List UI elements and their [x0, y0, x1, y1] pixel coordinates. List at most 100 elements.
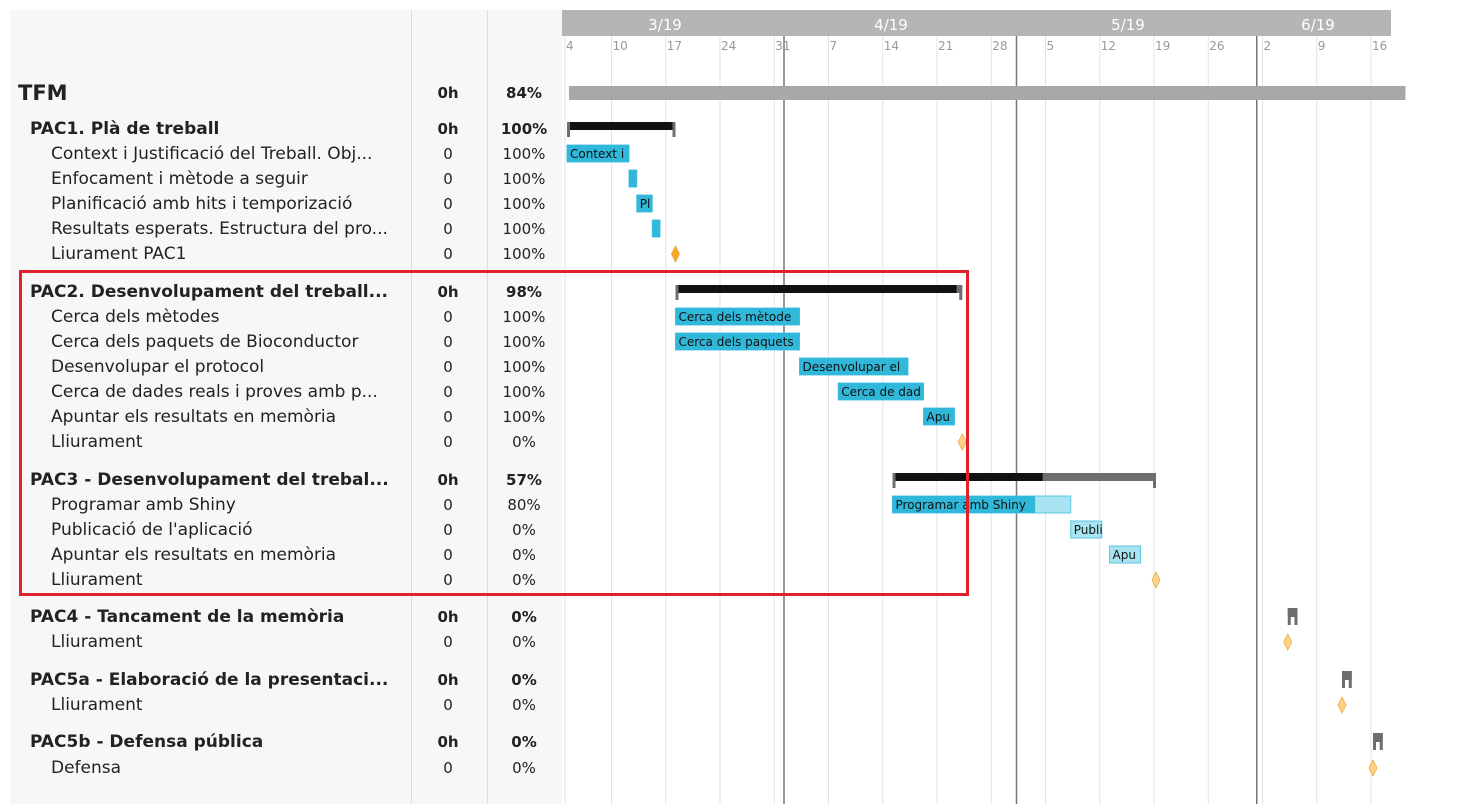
task-row[interactable]: Programar amb Shiny 0 80% [10, 493, 562, 518]
milestone-marker [1368, 759, 1378, 777]
task-row[interactable]: Defensa 0 0% [10, 756, 562, 781]
task-progress: 0% [511, 671, 537, 689]
group-row[interactable]: PAC4 - Tancament de la memòria 0h 0% [10, 605, 562, 630]
task-hours: 0 [443, 571, 453, 589]
summary-bar-done [567, 122, 676, 130]
task-bar-label: Desenvolupar el [803, 360, 901, 374]
task-hours: 0 [443, 220, 453, 238]
task-row[interactable]: Lliurament 0 0% [10, 693, 562, 718]
task-progress: 100% [502, 308, 546, 326]
task-hours: 0 [443, 333, 453, 351]
week-tick-label: 31 [775, 39, 790, 53]
task-progress: 84% [506, 84, 542, 102]
task-bar-remaining [1070, 520, 1103, 539]
task-row[interactable]: Enfocament i mètode a seguir 0 100% [10, 167, 562, 192]
task-hours: 0 [443, 696, 453, 714]
milestone-marker [957, 433, 967, 451]
summary-bar-bracket-left [892, 473, 896, 488]
month-label: 4/19 [874, 16, 908, 34]
task-name: Publicació de l'aplicació [51, 520, 253, 540]
week-tick-label: 12 [1101, 39, 1116, 53]
task-name: PAC1. Plà de treball [30, 119, 220, 139]
group-row[interactable]: PAC5b - Defensa pública 0h 0% [10, 730, 562, 755]
task-progress: 0% [512, 633, 536, 651]
summary-bar-bracket-right [1294, 608, 1298, 625]
task-bar-done [923, 408, 955, 425]
milestone-marker [671, 245, 680, 263]
week-tick-label: 24 [721, 39, 736, 53]
task-row[interactable]: Desenvolupar el protocol 0 100% [10, 355, 562, 380]
group-row[interactable]: PAC3 - Desenvolupament del trebal... 0h 57… [10, 468, 562, 493]
project-row[interactable]: TFM 0h 84% [10, 81, 562, 106]
task-bar-done [675, 333, 800, 350]
task-hours: 0 [443, 195, 453, 213]
summary-bar-bracket-right [672, 122, 676, 137]
task-progress: 57% [506, 471, 542, 489]
task-hours: 0 [443, 433, 453, 451]
summary-bar-bracket-right [959, 285, 963, 300]
progress-column-separator [487, 10, 488, 804]
task-progress: 0% [512, 571, 536, 589]
group-row[interactable]: PAC2. Desenvolupament del treball... 0h 98… [10, 280, 562, 305]
task-progress: 100% [502, 383, 546, 401]
task-row[interactable]: Resultats esperats. Estructura del pro..… [10, 217, 562, 242]
task-bar-label: Cerca de dad [841, 385, 921, 399]
task-bar-done [567, 145, 629, 162]
task-name: PAC5b - Defensa pública [30, 732, 264, 752]
task-row[interactable]: Apuntar els resultats en memòria 0 100% [10, 405, 562, 430]
task-row[interactable]: Cerca dels paquets de Bioconductor 0 100% [10, 330, 562, 355]
group-row[interactable]: PAC1. Plà de treball 0h 100% [10, 117, 562, 142]
task-hours: 0 [443, 383, 453, 401]
week-tick-label: 21 [938, 39, 953, 53]
task-progress: 100% [500, 120, 548, 138]
task-row[interactable]: Lliurament 0 0% [10, 630, 562, 655]
summary-bar-bracket-right [1379, 733, 1383, 750]
month-label: 3/19 [648, 16, 682, 34]
task-name: Desenvolupar el protocol [51, 357, 265, 377]
task-row[interactable]: Apuntar els resultats en memòria 0 0% [10, 543, 562, 568]
week-tick-label: 26 [1209, 39, 1224, 53]
task-progress: 98% [506, 283, 542, 301]
week-tick-label: 4 [566, 39, 574, 53]
milestone-marker [1151, 571, 1161, 589]
task-row[interactable]: Liurament PAC1 0 100% [10, 242, 562, 267]
month-label: 5/19 [1111, 16, 1145, 34]
summary-bar-remaining [1342, 671, 1352, 680]
task-progress: 0% [511, 733, 537, 751]
task-bar-label: Programar amb Shiny [896, 498, 1026, 512]
task-progress: 0% [511, 608, 537, 626]
task-hours: 0 [443, 759, 453, 777]
task-name: PAC4 - Tancament de la memòria [30, 607, 345, 627]
week-tick-label: 2 [1264, 39, 1272, 53]
task-bar-remaining [1109, 545, 1141, 564]
summary-bar-bracket-left [675, 285, 679, 300]
task-row[interactable]: Lliurament 0 0% [10, 430, 562, 455]
summary-bar-remaining [1287, 608, 1298, 617]
task-bar-done [636, 195, 653, 212]
task-hours: 0h [437, 84, 459, 102]
task-row[interactable]: Lliurament 0 0% [10, 568, 562, 593]
task-row[interactable]: Planificació amb hits i temporizació 0 100… [10, 192, 562, 217]
timeline-header [562, 10, 1391, 36]
task-row[interactable]: Cerca de dades reals i proves amb p... 0 1… [10, 380, 562, 405]
summary-bar-bracket-right [1153, 473, 1156, 488]
task-hours: 0 [443, 496, 453, 514]
task-hours: 0 [443, 170, 453, 188]
month-label: 6/19 [1301, 16, 1335, 34]
task-hours: 0 [443, 633, 453, 651]
task-name: Cerca dels mètodes [51, 307, 220, 327]
task-name: Lliurament [51, 632, 143, 652]
task-name: Lliurament [51, 432, 143, 452]
task-row[interactable]: Publicació de l'aplicació 0 0% [10, 518, 562, 543]
group-row[interactable]: PAC5a - Elaboració de la presentaci... 0h… [10, 668, 562, 693]
task-row[interactable]: Cerca dels mètodes 0 100% [10, 305, 562, 330]
task-name: PAC2. Desenvolupament del treball... [30, 282, 389, 302]
milestone-marker [1283, 633, 1293, 651]
task-name: Apuntar els resultats en memòria [51, 545, 337, 565]
summary-bar-remaining [1373, 733, 1383, 742]
task-name: Cerca dels paquets de Bioconductor [51, 332, 359, 352]
task-bar-done [838, 383, 924, 400]
task-row[interactable]: Context i Justificació del Treball. Obj.… [10, 142, 562, 167]
task-bar-label: Apu [1113, 548, 1136, 562]
